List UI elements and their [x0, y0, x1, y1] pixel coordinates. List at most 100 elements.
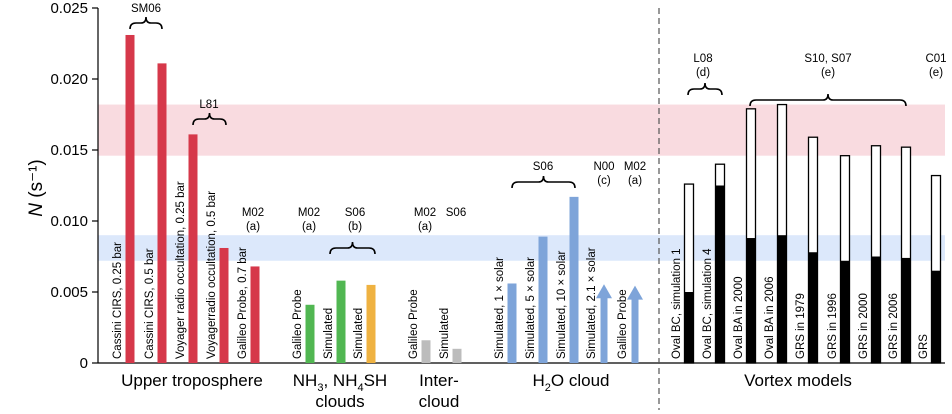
- annotation: SM06: [129, 3, 163, 30]
- annotation: S06: [446, 207, 466, 219]
- bar-label: Simulated: [439, 308, 451, 359]
- bar-base: [777, 235, 787, 363]
- band-1: [98, 235, 945, 261]
- annotation-text: L81: [199, 99, 218, 111]
- annotation-text: M02: [414, 207, 436, 219]
- annotation-text: (e): [821, 67, 835, 79]
- bar-group: Cassini CIRS, 0.25 bar: [112, 34, 135, 363]
- bar-group: Simulated: [439, 308, 462, 363]
- annotation: S06: [511, 161, 576, 189]
- group-label: Inter-: [419, 371, 459, 390]
- bar-group: Cassini CIRS, 0.5 bar: [144, 63, 167, 363]
- bar-label: Simulated: [353, 308, 365, 359]
- bar-base: [715, 185, 725, 363]
- annotation-text: SM06: [131, 3, 161, 15]
- bar-group: Galileo Probe, 0.7 bar: [237, 247, 260, 363]
- bar: [157, 63, 167, 363]
- arrow-head: [596, 284, 612, 299]
- group-label: NH3, NH4SH: [293, 371, 387, 394]
- bar-group: Galileo Probe: [408, 289, 431, 363]
- bar-label: Galileo Probe, 0.7 bar: [237, 247, 249, 359]
- annotation-text: S06: [446, 207, 466, 219]
- bar: [569, 196, 579, 363]
- bar-label: Cassini CIRS, 0.25 bar: [112, 242, 124, 359]
- bar: [507, 283, 517, 363]
- bar-label: Galileo Probe: [408, 289, 420, 359]
- annotation-text: N00: [593, 161, 614, 173]
- y-tick-label: 0.020: [50, 71, 88, 88]
- annotation-text: (b): [348, 221, 362, 233]
- bar-group: GRS in 2006: [888, 146, 912, 364]
- bar-group: Simulated: [323, 280, 346, 363]
- bar-base: [746, 238, 756, 363]
- annotation: S06 (b): [329, 207, 376, 255]
- bar-label: GRS in 1996: [827, 293, 839, 359]
- y-tick-label: 0.025: [50, 0, 88, 17]
- annotation: L08 (d): [687, 53, 723, 96]
- annotation: S10, S07 (e): [749, 53, 907, 107]
- annotation: M02 (a): [298, 207, 320, 233]
- bar: [125, 34, 135, 363]
- brace: [687, 82, 723, 96]
- bar-label: Galileo Probe: [617, 289, 629, 359]
- band-0: [98, 104, 945, 156]
- bar-group: Simulated, 2.1 × solar: [586, 247, 612, 363]
- bar: [600, 296, 608, 363]
- annotation-text: S10, S07: [804, 53, 851, 65]
- annotation: N00 (c): [593, 161, 614, 187]
- bar-group: Simulated, 5 × solar: [525, 236, 548, 363]
- bar-group: Oval BC, simulation 4: [702, 163, 726, 364]
- bar-label: Simulated, 5 × solar: [525, 257, 537, 359]
- group-label-line2: cloud: [419, 392, 460, 411]
- annotation-text: (a): [418, 221, 432, 233]
- bar-base: [684, 292, 694, 363]
- bar-group: Oval BA in 2006: [764, 103, 788, 364]
- brace: [511, 175, 576, 189]
- bar-group: Simulated, 1 × solar: [494, 257, 517, 363]
- bar: [219, 247, 229, 363]
- y-tick-label: 0.010: [50, 213, 88, 230]
- bar-label: GRS in 2000: [858, 293, 870, 359]
- bar-label: Oval BA in 2000: [733, 277, 745, 359]
- bar-group: GRS in 2000: [858, 145, 882, 364]
- annotation-text: S06: [345, 207, 365, 219]
- bar-base: [840, 260, 850, 363]
- bar-base: [871, 256, 881, 363]
- bar: [188, 134, 198, 363]
- annotation: C01 (e): [925, 53, 946, 79]
- bar-label: Simulated: [323, 308, 335, 359]
- bar-label: GRS in 1979: [795, 293, 807, 359]
- y-tick-label: 0.015: [50, 142, 88, 159]
- annotation: L81: [192, 99, 227, 126]
- bar: [305, 304, 315, 363]
- bar-group: Voyager radio occultation, 0.25 bar: [175, 134, 198, 363]
- bar: [631, 297, 639, 363]
- bar-label: Oval BC, simulation 4: [702, 248, 714, 359]
- bar-group: Voyagerradio occultation, 0.5 bar: [206, 191, 229, 363]
- bar-label: Oval BA in 2006: [764, 277, 776, 359]
- bar: [538, 236, 548, 363]
- bar: [366, 284, 376, 363]
- brace: [192, 112, 227, 126]
- brace: [749, 93, 907, 107]
- annotation-text: (d): [696, 67, 710, 79]
- bar-group: GRS: [918, 174, 942, 364]
- bar-base: [901, 257, 911, 363]
- y-tick-label: 0.005: [50, 284, 88, 301]
- group-label: Upper troposphere: [121, 371, 263, 390]
- annotation-text: M02: [242, 207, 264, 219]
- bar: [336, 280, 346, 363]
- bar-base: [931, 270, 941, 363]
- group-label: H2O cloud: [533, 371, 610, 394]
- arrow-head: [627, 285, 643, 300]
- annotation: M02 (a): [624, 161, 646, 187]
- group-label: Vortex models: [744, 371, 852, 390]
- bar-group: GRS in 1996: [827, 155, 851, 364]
- annotation-text: M02: [624, 161, 646, 173]
- bar-label: Simulated, 10 × solar: [556, 250, 568, 359]
- annotation-text: (a): [302, 221, 316, 233]
- annotation-text: (e): [929, 67, 943, 79]
- annotation-text: (a): [246, 221, 260, 233]
- bar-label: Simulated, 2.1 × solar: [586, 247, 598, 359]
